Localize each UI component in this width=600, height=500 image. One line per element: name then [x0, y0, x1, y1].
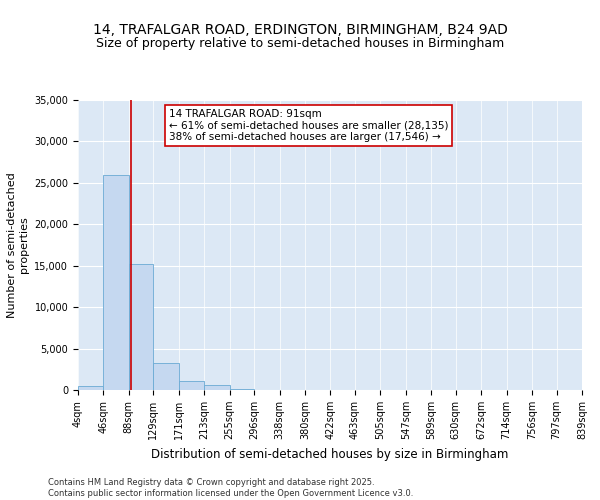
Bar: [78, 386, 103, 390]
Text: 14 TRAFALGAR ROAD: 91sqm
← 61% of semi-detached houses are smaller (28,135)
38% : 14 TRAFALGAR ROAD: 91sqm ← 61% of semi-d…: [169, 108, 448, 142]
Text: Contains HM Land Registry data © Crown copyright and database right 2025.
Contai: Contains HM Land Registry data © Crown c…: [48, 478, 413, 498]
X-axis label: Distribution of semi-detached houses by size in Birmingham: Distribution of semi-detached houses by …: [151, 448, 509, 460]
Bar: [230, 389, 254, 390]
Text: Size of property relative to semi-detached houses in Birmingham: Size of property relative to semi-detach…: [96, 38, 504, 51]
Bar: [204, 385, 230, 390]
Bar: [179, 381, 204, 390]
Bar: [154, 362, 179, 390]
Text: 14, TRAFALGAR ROAD, ERDINGTON, BIRMINGHAM, B24 9AD: 14, TRAFALGAR ROAD, ERDINGTON, BIRMINGHA…: [92, 22, 508, 36]
Bar: [129, 264, 154, 390]
Y-axis label: Number of semi-detached
properties: Number of semi-detached properties: [7, 172, 29, 318]
Bar: [103, 174, 129, 390]
